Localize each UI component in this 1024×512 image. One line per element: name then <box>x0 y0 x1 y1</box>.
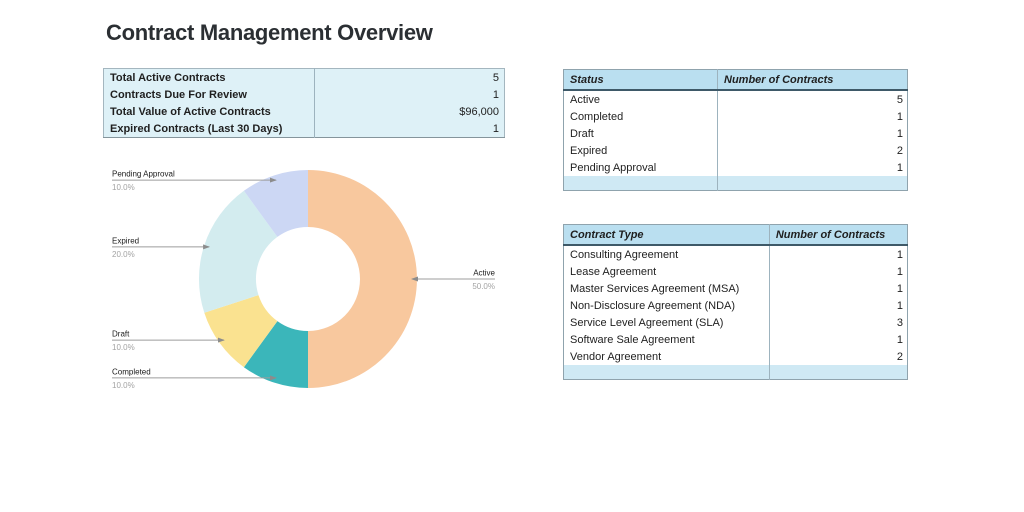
summary-value: 5 <box>492 71 499 84</box>
table-row: Consulting Agreement 1 <box>563 245 908 263</box>
summary-value: 1 <box>492 88 499 101</box>
summary-label: Expired Contracts (Last 30 Days) <box>103 120 315 138</box>
summary-value: $96,000 <box>459 105 499 118</box>
table-row: Service Level Agreement (SLA) 3 <box>563 314 908 331</box>
table-header-row: Status Number of Contracts <box>563 69 908 91</box>
row-value-cell: 2 <box>769 348 908 365</box>
row-value-cell: 1 <box>769 263 908 280</box>
summary-label: Total Value of Active Contracts <box>103 103 315 120</box>
summary-value: 1 <box>492 122 499 135</box>
chart-label-pct: 50.0% <box>472 282 495 291</box>
row-label-cell: Draft <box>563 125 719 142</box>
row-label-cell: Active <box>563 90 719 108</box>
table-row: Software Sale Agreement 1 <box>563 331 908 348</box>
row-value-cell: 2 <box>717 142 908 159</box>
summary-label: Total Active Contracts <box>103 68 315 86</box>
donut-slice-pending-approval[interactable] <box>243 169 308 237</box>
row-value-cell: 1 <box>717 125 908 142</box>
row-value-cell: 1 <box>769 280 908 297</box>
row-label-cell: Master Services Agreement (MSA) <box>563 280 770 297</box>
row-value-cell: 5 <box>717 90 908 108</box>
row-label-cell: Non-Disclosure Agreement (NDA) <box>563 297 770 314</box>
summary-row: Total Active Contracts 5 <box>103 68 505 86</box>
row-label-cell: Consulting Agreement <box>563 245 770 263</box>
chart-label-name: Expired <box>112 236 139 245</box>
row-value-cell: 1 <box>769 331 908 348</box>
row-label-cell: Software Sale Agreement <box>563 331 770 348</box>
row-label-cell: Service Level Agreement (SLA) <box>563 314 770 331</box>
status-table: Status Number of Contracts Active 5 Complete… <box>563 69 908 191</box>
row-label-cell: Completed <box>563 108 719 125</box>
summary-row: Expired Contracts (Last 30 Days) 1 <box>103 120 505 138</box>
table-footer-row <box>563 365 908 380</box>
row-value-cell: 1 <box>769 297 908 314</box>
chart-label-name: Active <box>473 269 495 278</box>
chart-label-pct: 10.0% <box>112 343 135 352</box>
donut-slice-expired[interactable] <box>198 190 278 313</box>
table-row: Lease Agreement 1 <box>563 263 908 280</box>
table-header-row: Contract Type Number of Contracts <box>563 224 908 246</box>
row-label-cell: Expired <box>563 142 719 159</box>
column-header: Contract Type <box>563 224 770 246</box>
chart-label-name: Draft <box>112 330 130 339</box>
table-row: Vendor Agreement 2 <box>563 348 908 365</box>
chart-label-name: Pending Approval <box>112 170 175 179</box>
table-footer-row <box>563 176 908 191</box>
status-donut-chart: Active 50.0% Completed 10.0% Draft 10.0% Expir… <box>100 155 520 405</box>
donut-slice-completed[interactable] <box>243 321 308 389</box>
chart-label-name: Completed <box>112 367 151 376</box>
summary-table: Total Active Contracts 5 Contracts Due For… <box>103 68 505 138</box>
row-value-cell: 1 <box>717 159 908 176</box>
row-label-cell: Vendor Agreement <box>563 348 770 365</box>
row-value-cell: 1 <box>769 245 908 263</box>
chart-label-pct: 10.0% <box>112 381 135 390</box>
chart-label-pct: 10.0% <box>112 183 135 192</box>
row-label-cell: Pending Approval <box>563 159 719 176</box>
contract-type-table: Contract Type Number of Contracts Consulti… <box>563 224 908 380</box>
table-row: Master Services Agreement (MSA) 1 <box>563 280 908 297</box>
page-title: Contract Management Overview <box>106 20 433 45</box>
row-value-cell: 3 <box>769 314 908 331</box>
column-header: Number of Contracts <box>769 224 908 246</box>
table-row: Expired 2 <box>563 142 908 159</box>
donut-slice-draft[interactable] <box>204 295 278 368</box>
donut-chart-svg: Active 50.0% Completed 10.0% Draft 10.0% Expir… <box>112 169 496 390</box>
chart-label-pct: 20.0% <box>112 250 135 259</box>
donut-slice-active[interactable] <box>308 170 417 388</box>
column-header: Number of Contracts <box>717 69 908 91</box>
row-value-cell: 1 <box>717 108 908 125</box>
column-header: Status <box>563 69 719 91</box>
summary-label: Contracts Due For Review <box>103 86 315 103</box>
summary-row: Total Value of Active Contracts $96,000 <box>103 103 505 120</box>
table-row: Non-Disclosure Agreement (NDA) 1 <box>563 297 908 314</box>
summary-row: Contracts Due For Review 1 <box>103 86 505 103</box>
table-row: Draft 1 <box>563 125 908 142</box>
table-row: Active 5 <box>563 90 908 108</box>
row-label-cell: Lease Agreement <box>563 263 770 280</box>
table-row: Completed 1 <box>563 108 908 125</box>
table-row: Pending Approval 1 <box>563 159 908 176</box>
